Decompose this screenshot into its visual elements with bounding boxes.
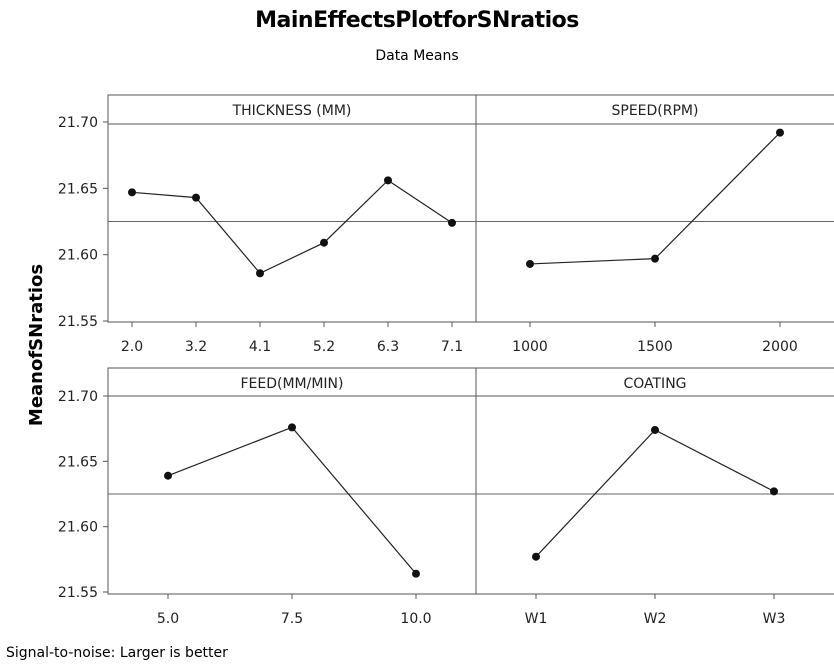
y-axis-label: MeanofSNratios	[26, 264, 47, 426]
x-tick-label-1500: 1500	[637, 339, 673, 355]
x-tick-label-10-0: 10.0	[400, 611, 431, 627]
data-point-coating-w1	[532, 552, 540, 561]
panel-title-thickness-mm: THICKNESS (MM)	[232, 103, 352, 119]
y-tick-label: 21.65	[58, 454, 98, 470]
x-tick-label-5-0: 5.0	[157, 611, 179, 627]
data-point-thickness-mm-6-3	[384, 176, 392, 185]
x-tick-label-w2: W2	[644, 611, 667, 627]
panel-title-coating: COATING	[623, 376, 686, 392]
data-point-thickness-mm-4-1	[256, 269, 264, 278]
chart-title: MainEffectsPlotforSNratios	[255, 8, 579, 33]
y-tick-label: 21.65	[58, 181, 98, 197]
chart-subtitle: Data Means	[375, 48, 459, 64]
x-tick-label-2-0: 2.0	[121, 339, 143, 355]
data-point-thickness-mm-7-1	[448, 218, 456, 227]
y-tick-label: 21.60	[58, 520, 98, 536]
y-tick-label: 21.55	[58, 314, 98, 330]
data-point-thickness-mm-3-2	[192, 193, 200, 202]
data-point-feed-mm-min-7-5	[288, 423, 296, 432]
y-tick-label: 21.55	[58, 585, 98, 601]
series-line-coating	[535, 429, 775, 558]
data-point-speed-rpm-2000	[776, 128, 784, 137]
panel-frame-row-2	[107, 367, 834, 595]
data-point-speed-rpm-1000	[526, 259, 534, 268]
data-point-coating-w3	[770, 487, 778, 496]
main-effects-chart: 21.55 21.60 21.65 21.70 21.55 21.60 21.65 21.70…	[26, 94, 834, 627]
signal-to-noise-note: Signal-to-noise: Larger is better	[6, 645, 228, 661]
x-tick-label-3-2: 3.2	[185, 339, 207, 355]
data-point-thickness-mm-5-2	[320, 238, 328, 247]
x-tick-label-7-5: 7.5	[281, 611, 303, 627]
data-point-coating-w2	[651, 425, 659, 434]
x-tick-label-5-2: 5.2	[313, 339, 335, 355]
data-point-thickness-mm-2-0	[128, 188, 136, 197]
panel-title-speed-rpm: SPEED(RPM)	[612, 103, 699, 119]
panel-title-feed-mm-min: FEED(MM/MIN)	[240, 376, 343, 392]
x-tick-label-7-1: 7.1	[441, 339, 463, 355]
series-line-speed-rpm	[529, 132, 781, 265]
data-point-speed-rpm-1500	[651, 254, 659, 263]
series-line-thickness-mm	[131, 179, 453, 274]
x-tick-label-w1: W1	[525, 611, 548, 627]
y-tick-label: 21.60	[58, 248, 98, 264]
y-tick-label: 21.70	[58, 115, 98, 131]
x-tick-label-2000: 2000	[762, 339, 798, 355]
data-point-feed-mm-min-10-0	[412, 569, 420, 578]
x-tick-label-4-1: 4.1	[249, 339, 271, 355]
panel-frame-row-1	[107, 94, 834, 323]
x-tick-label-6-3: 6.3	[377, 339, 399, 355]
series-line-feed-mm-min	[167, 426, 417, 575]
y-tick-label: 21.70	[58, 389, 98, 405]
x-tick-label-1000: 1000	[512, 339, 548, 355]
data-point-feed-mm-min-5-0	[164, 471, 172, 480]
x-tick-label-w3: W3	[763, 611, 786, 627]
